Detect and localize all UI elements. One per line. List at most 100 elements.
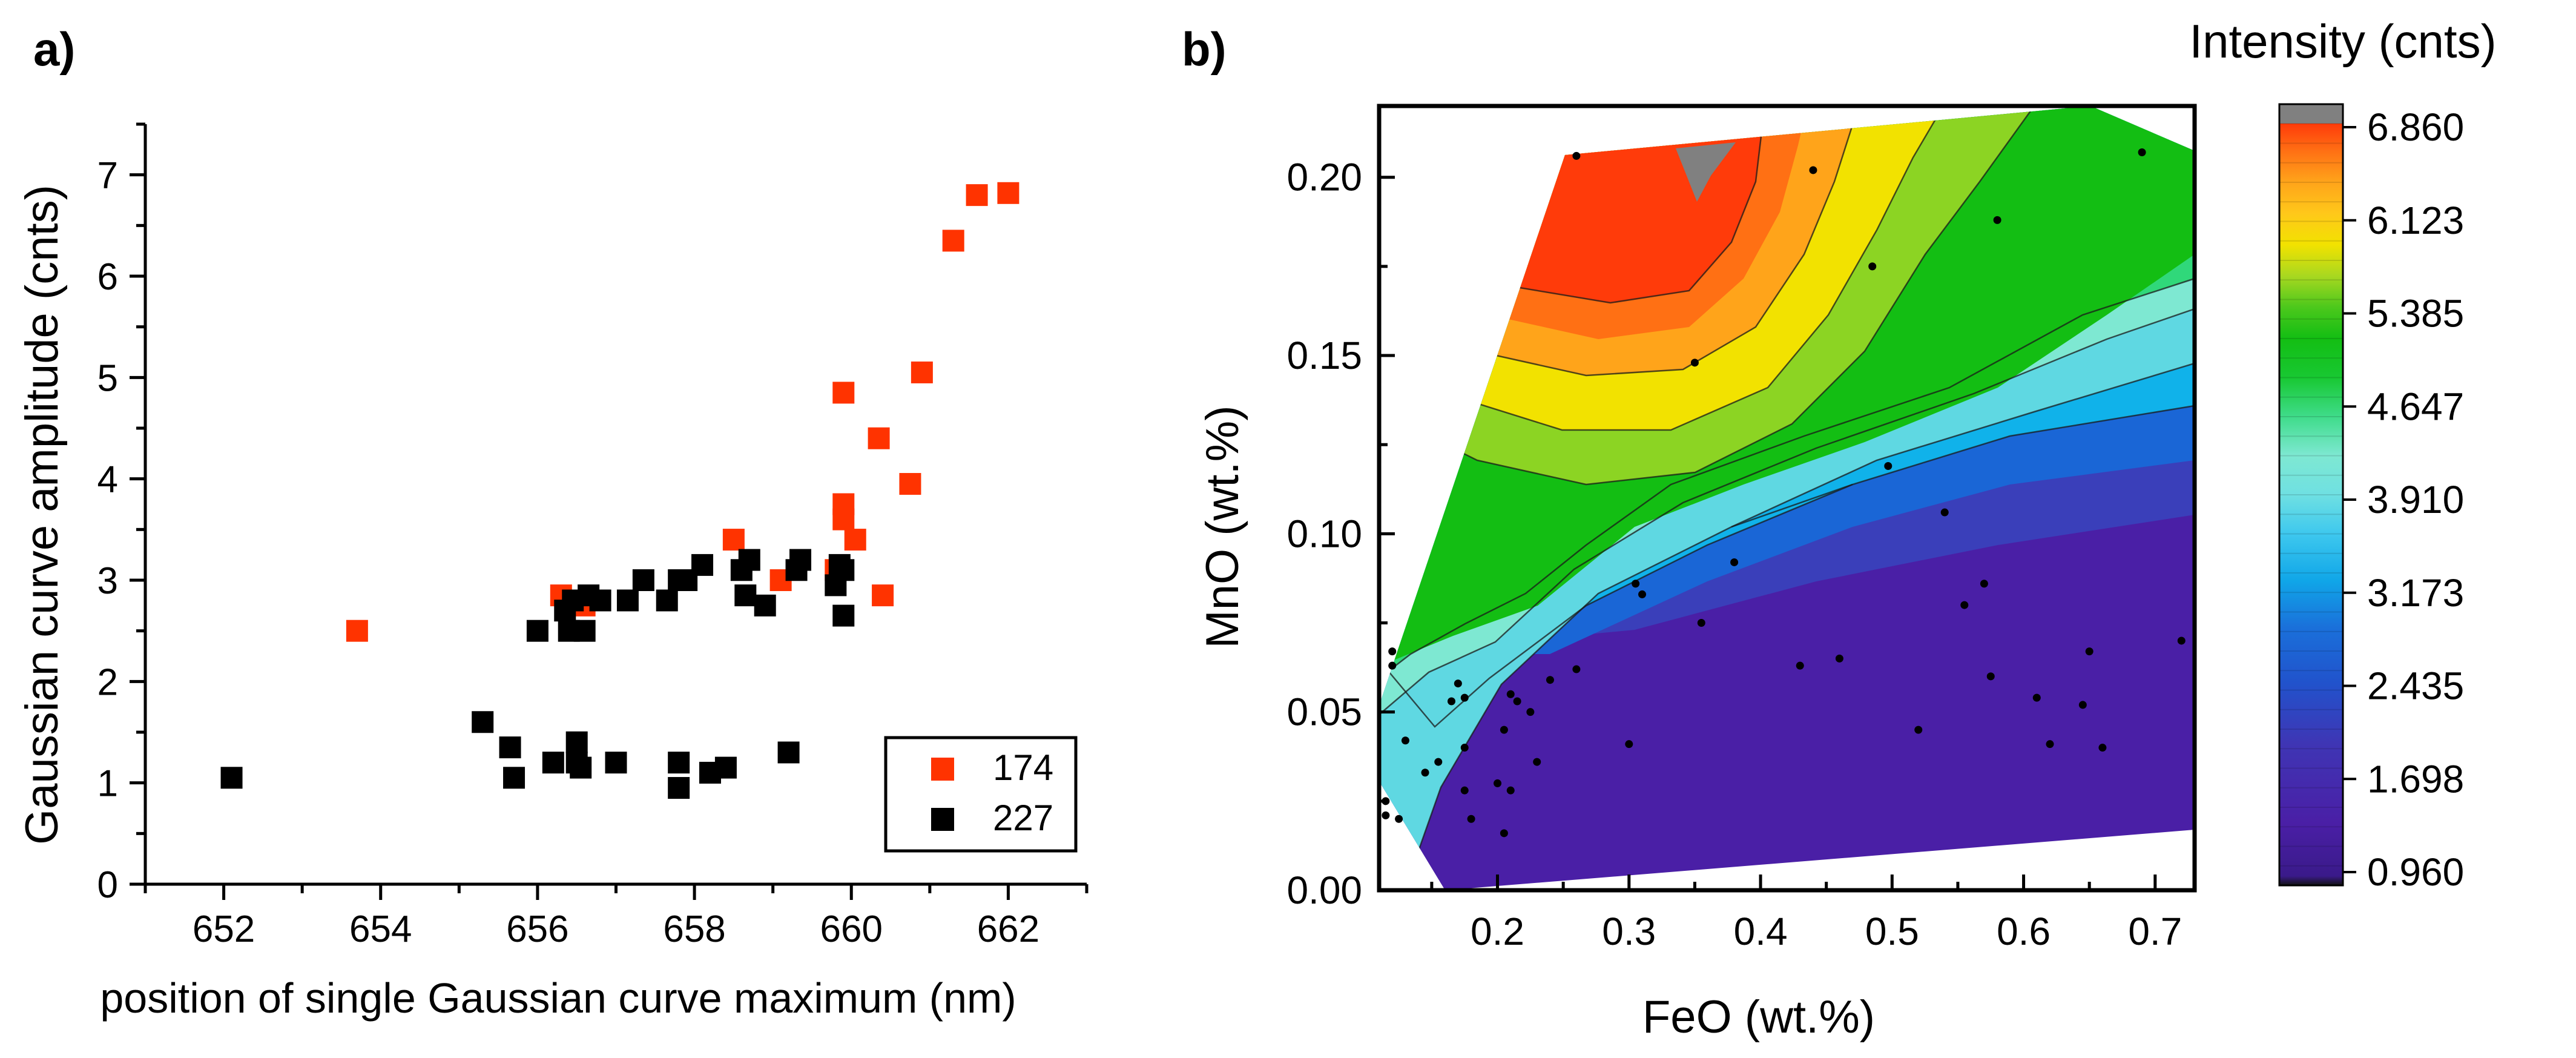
- contour-lines: [1379, 106, 2195, 890]
- point-series-227: [832, 604, 855, 627]
- sample-point: [1960, 601, 1969, 609]
- point-series-227: [691, 554, 714, 576]
- colorbar-tick-label: 0.960: [2367, 850, 2464, 894]
- sample-point: [1500, 829, 1508, 838]
- sample-point: [1638, 590, 1647, 598]
- point-series-227: [220, 767, 243, 789]
- y-tick-label: 7: [97, 155, 118, 197]
- contour-line: [1379, 405, 2195, 728]
- colorbar-tick-label: 5.385: [2367, 292, 2464, 336]
- colorbar-scale: 6.860 6.123 5.385 4.647 3.910 3.173 2.435 1.698…: [2278, 103, 2464, 894]
- sample-point: [1533, 758, 1541, 766]
- point-series-174: [911, 361, 933, 383]
- sample-point: [1809, 166, 1817, 174]
- panel-b-x-axis-label: FeO (wt.%): [1642, 991, 1875, 1043]
- y-tick-label: 5: [97, 357, 118, 399]
- point-series-227: [503, 767, 525, 789]
- point-series-227: [738, 549, 760, 571]
- point-series-227: [573, 620, 596, 642]
- point-series-227: [754, 594, 776, 617]
- panel-b-y-axis-label: MnO (wt.%): [1197, 405, 1248, 648]
- sample-point: [1835, 654, 1843, 663]
- contour-line: [1403, 362, 2195, 890]
- point-series-174: [966, 184, 988, 207]
- point-series-227: [565, 731, 588, 753]
- point-series-174: [997, 182, 1020, 204]
- legend-marker-227: [931, 808, 954, 831]
- sample-point: [1434, 758, 1443, 766]
- colorbar-title: Intensity (cnts): [2189, 15, 2496, 68]
- y-tick-label: 6: [97, 256, 118, 298]
- point-series-174: [868, 427, 890, 449]
- panel-a-label: a): [33, 22, 75, 76]
- sample-point: [1454, 679, 1462, 688]
- panel-a-plot: 652 654 656 658 660 662 0 1 2 3 4 5 6 7: [97, 122, 1089, 950]
- point-series-174: [832, 508, 855, 531]
- x-tick-label: 652: [193, 908, 255, 950]
- sample-point: [2032, 693, 2041, 702]
- contour-band-over-max: [1676, 142, 1736, 202]
- colorbar-tick-label: 1.698: [2367, 757, 2464, 801]
- y-tick-label: 3: [97, 560, 118, 602]
- x-tick-label: 662: [977, 908, 1039, 950]
- colorbar-tick-label: 3.173: [2367, 571, 2464, 615]
- sample-point: [1395, 815, 1403, 823]
- y-tick-label: 0.10: [1286, 512, 1362, 555]
- sample-point: [1993, 216, 2001, 224]
- sample-point: [2138, 148, 2146, 157]
- x-tick-label: 0.4: [1734, 910, 1788, 953]
- panel-a: a) 652 654 656 658 660 662 0 1 2 3 4 5 6 7 Gaussian c…: [16, 22, 1089, 1022]
- legend-label-174: 174: [993, 747, 1053, 788]
- point-series-174: [872, 584, 894, 607]
- panel-a-legend: 174 227: [884, 736, 1078, 853]
- sample-point: [1572, 665, 1581, 673]
- colorbar: Intensity (cnts) 6.860 6.123 5.385 4.647 3.9…: [2189, 15, 2496, 894]
- x-tick-label: 660: [820, 908, 883, 950]
- panel-a-x-axis-label: position of single Gaussian curve maximu…: [100, 974, 1016, 1022]
- panel-b-label: b): [1182, 22, 1227, 76]
- sample-point: [1730, 558, 1739, 566]
- y-tick-label: 0.15: [1286, 334, 1362, 377]
- sample-point: [1697, 619, 1705, 627]
- x-tick-label: 0.2: [1471, 910, 1524, 953]
- sample-point: [1460, 693, 1469, 702]
- sample-point: [1986, 672, 1995, 681]
- sample-point: [1447, 697, 1455, 706]
- legend-box: [884, 736, 1078, 853]
- sample-point: [1796, 661, 1804, 670]
- y-tick-label: 0.05: [1286, 690, 1362, 734]
- point-series-227: [616, 589, 639, 612]
- panel-b-frame: [1377, 104, 2197, 893]
- sample-point: [1401, 736, 1409, 745]
- contour-line: [1379, 308, 2195, 715]
- point-series-227: [734, 584, 757, 607]
- sample-point: [1500, 726, 1508, 734]
- point-series-174: [899, 473, 921, 495]
- point-series-174: [832, 382, 855, 404]
- y-tick-label: 1: [97, 763, 118, 805]
- point-series-227: [542, 752, 564, 774]
- sample-point: [1625, 740, 1633, 749]
- point-series-227: [589, 589, 611, 612]
- colorbar-gradient: [2278, 103, 2344, 887]
- sample-point: [1388, 661, 1397, 670]
- sample-point: [2177, 636, 2186, 645]
- y-tick-label: 0.20: [1286, 156, 1362, 199]
- sample-point: [1980, 580, 1988, 588]
- sample-point: [1868, 262, 1877, 271]
- sample-point: [1382, 811, 1390, 819]
- sample-point: [1506, 786, 1515, 795]
- sample-point: [1460, 786, 1469, 795]
- point-series-227: [656, 589, 678, 612]
- point-series-174: [722, 529, 745, 551]
- contour-line: [1379, 106, 1945, 431]
- x-tick-label: 0.7: [2128, 910, 2182, 953]
- contour-line: [1379, 106, 2035, 486]
- x-tick-label: 654: [349, 908, 412, 950]
- sample-point: [1914, 726, 1923, 734]
- point-series-227: [526, 620, 548, 642]
- point-series-227: [714, 756, 737, 779]
- panel-b: b) 0.2 0.3 0.4 0.5 0.6 0.7 0.00 0.05 0.10 0.15 0.2…: [1182, 22, 2197, 1043]
- colorbar-tick-label: 6.123: [2367, 199, 2464, 242]
